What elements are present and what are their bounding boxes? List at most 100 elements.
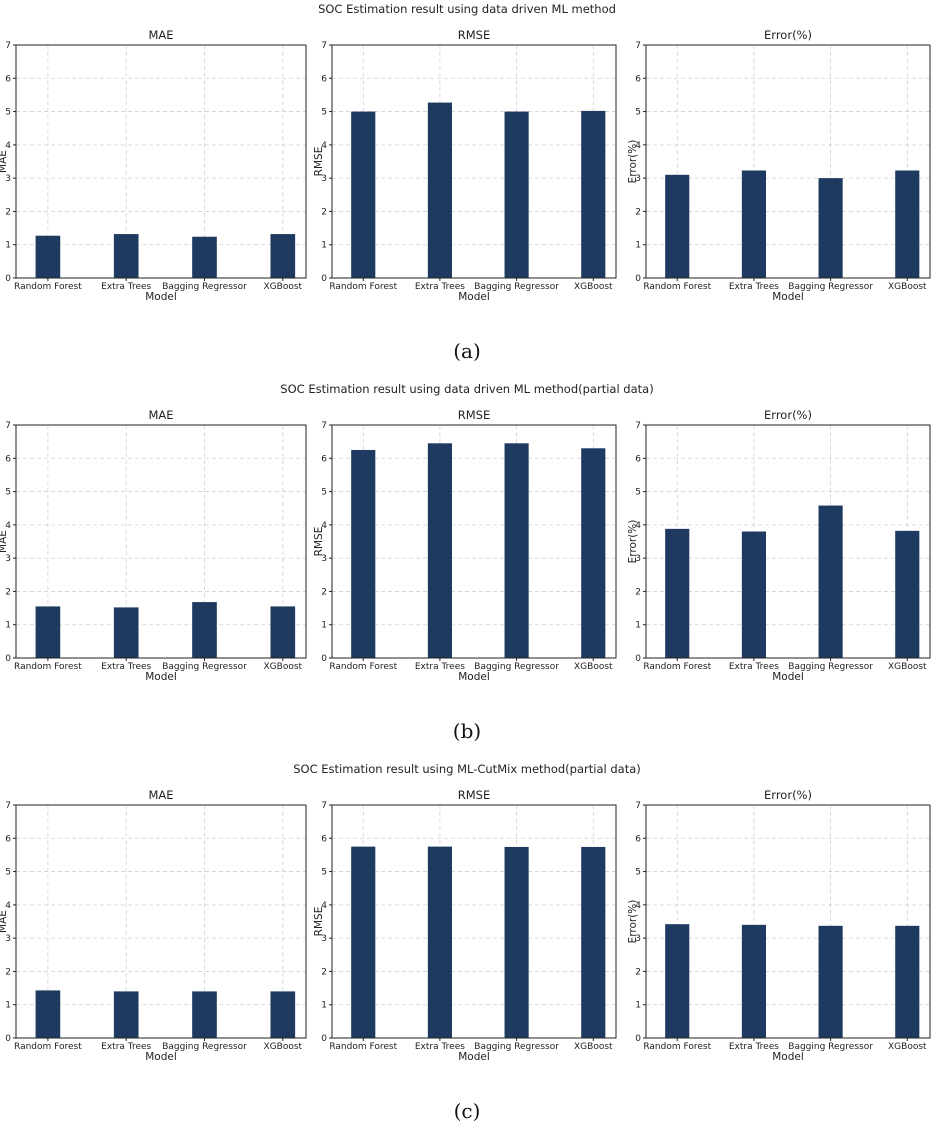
y-axis-label: RMSE [313,527,325,557]
subplot-title: Error(%) [764,28,812,42]
panel-suptitle: SOC Estimation result using data driven … [280,382,653,396]
panel-letter: (a) [453,339,481,363]
x-axis-label: Model [145,1051,177,1063]
x-axis-label: Model [772,291,804,303]
x-axis-label: Model [458,1051,490,1063]
x-tick-label: Random Forest [14,1042,82,1052]
y-tick-label: 1 [635,1001,641,1011]
panel-suptitle: SOC Estimation result using ML-CutMix me… [293,762,641,776]
bar [504,846,529,1038]
bar [741,924,766,1038]
y-tick-label: 1 [635,241,641,251]
x-tick-label: XGBoost [264,282,303,292]
axes-frame [331,424,617,659]
bar [35,606,61,658]
y-tick-label: 7 [635,421,641,431]
y-tick-label: 1 [321,241,327,251]
y-tick-label: 5 [5,868,11,878]
y-tick-label: 7 [321,421,327,431]
bar [504,443,529,658]
panel-1: SOC Estimation result using data driven … [0,2,931,363]
panel-letter: (c) [454,1099,481,1123]
bar [270,606,296,658]
y-tick-label: 3 [635,554,641,564]
x-tick-label: XGBoost [888,282,927,292]
axes-frame [645,44,931,279]
y-axis-label: RMSE [313,907,325,937]
y-tick-label: 0 [321,274,327,284]
x-tick-label: Bagging Regressor [474,662,559,672]
x-tick-label: Bagging Regressor [788,282,873,292]
bar [665,174,690,278]
subplot-error-: Error(%) 0 1 2 3 4 5 6 7 Random Forest Extra Trees… [627,28,931,303]
axes-frame [15,804,307,1039]
x-tick-label: XGBoost [574,662,613,672]
y-tick-label: 5 [5,108,11,118]
subplot-error-: Error(%) 0 1 2 3 4 5 6 7 Random Forest Extra Trees… [627,408,931,683]
y-tick-label: 6 [635,834,641,844]
subplot-error-: Error(%) 0 1 2 3 4 5 6 7 Random Forest Extra Trees… [627,788,931,1063]
x-tick-label: Extra Trees [101,282,151,292]
panel-letter: (b) [453,719,481,743]
y-tick-label: 5 [635,488,641,498]
x-tick-label: XGBoost [888,662,927,672]
x-tick-label: Extra Trees [415,282,465,292]
y-tick-label: 3 [321,554,327,564]
y-tick-label: 0 [5,1034,11,1044]
y-tick-label: 3 [5,554,11,564]
bar [427,443,452,658]
x-axis-label: Model [145,291,177,303]
axes-frame [15,424,307,659]
bar [818,505,843,658]
bar [665,924,690,1038]
y-axis-label: MAE [0,150,9,173]
bar [741,170,766,278]
y-tick-label: 3 [5,174,11,184]
y-tick-label: 2 [321,967,327,977]
axes-frame [15,44,307,279]
y-tick-label: 4 [5,901,11,911]
x-tick-label: Extra Trees [729,282,779,292]
y-axis-label: Error(%) [627,140,639,184]
bar [113,991,139,1038]
x-tick-label: XGBoost [888,1042,927,1052]
x-tick-label: XGBoost [574,1042,613,1052]
bar [192,991,217,1038]
y-axis-label: Error(%) [627,900,639,944]
x-tick-label: Random Forest [329,662,397,672]
y-tick-label: 2 [5,967,11,977]
y-tick-label: 5 [635,868,641,878]
axes-frame [331,44,617,279]
bar [504,111,529,278]
y-tick-label: 4 [635,141,641,151]
x-tick-label: Random Forest [14,662,82,672]
subplot-title: MAE [148,788,173,802]
bar [665,528,690,658]
y-tick-label: 4 [5,521,11,531]
y-tick-label: 4 [321,521,327,531]
x-tick-label: Random Forest [14,282,82,292]
y-tick-label: 5 [321,108,327,118]
y-tick-label: 7 [5,41,11,51]
y-tick-label: 3 [321,174,327,184]
x-axis-label: Model [458,291,490,303]
x-tick-label: Extra Trees [415,1042,465,1052]
subplot-title: MAE [148,408,173,422]
y-tick-label: 2 [321,587,327,597]
x-tick-label: XGBoost [264,1042,303,1052]
bar [351,111,376,278]
axes-frame [331,804,617,1039]
subplot-mae: MAE 0 1 2 3 4 5 6 7 Random Forest Extra Trees Baggi… [0,788,307,1063]
y-tick-label: 1 [321,1001,327,1011]
y-tick-label: 0 [5,654,11,664]
y-tick-label: 4 [321,141,327,151]
bar [818,178,843,278]
x-tick-label: Bagging Regressor [788,662,873,672]
x-tick-label: Random Forest [329,1042,397,1052]
y-tick-label: 4 [635,521,641,531]
y-tick-label: 6 [5,834,11,844]
bar [895,925,920,1038]
y-tick-label: 0 [321,654,327,664]
bar [192,236,217,278]
